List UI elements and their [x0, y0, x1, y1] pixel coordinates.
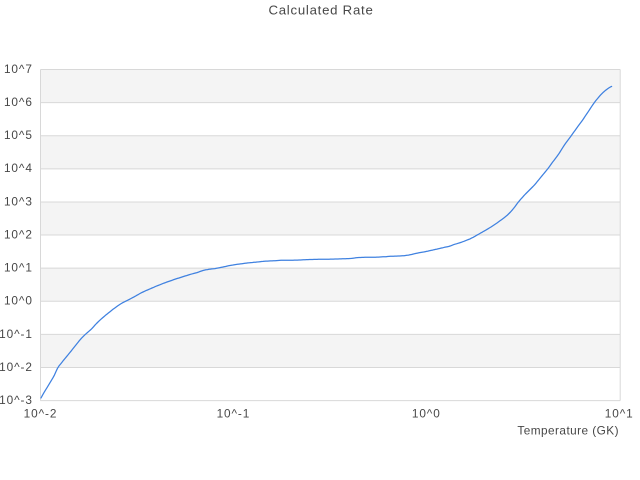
svg-text:10^7: 10^7: [4, 62, 33, 76]
svg-text:Calculated Rate: Calculated Rate: [268, 3, 373, 18]
svg-text:10^-2: 10^-2: [0, 360, 33, 374]
svg-text:10^6: 10^6: [4, 95, 33, 109]
svg-text:10^-1: 10^-1: [217, 407, 251, 421]
svg-text:10^1: 10^1: [605, 407, 634, 421]
svg-text:Temperature (GK): Temperature (GK): [517, 424, 619, 438]
svg-text:10^5: 10^5: [4, 128, 33, 142]
svg-text:10^2: 10^2: [4, 228, 33, 242]
svg-text:10^0: 10^0: [412, 407, 441, 421]
svg-text:10^4: 10^4: [4, 161, 33, 175]
svg-text:10^-2: 10^-2: [24, 407, 58, 421]
svg-text:10^0: 10^0: [4, 294, 33, 308]
svg-text:10^1: 10^1: [4, 261, 33, 275]
svg-text:10^-3: 10^-3: [0, 393, 33, 407]
svg-text:10^3: 10^3: [4, 194, 33, 208]
svg-text:10^-1: 10^-1: [0, 327, 33, 341]
